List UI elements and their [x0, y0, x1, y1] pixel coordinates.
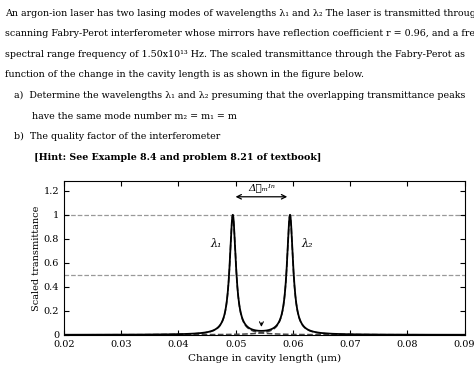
Text: b)  The quality factor of the interferometer: b) The quality factor of the interferome…	[5, 132, 220, 141]
Text: λ₁: λ₁	[210, 239, 221, 249]
Text: [Hint: See Example 8.4 and problem 8.21 of textbook]: [Hint: See Example 8.4 and problem 8.21 …	[5, 153, 321, 162]
Text: λ₂: λ₂	[301, 239, 313, 249]
Text: spectral range frequency of 1.50x10¹³ Hz. The scaled transmittance through the F: spectral range frequency of 1.50x10¹³ Hz…	[5, 50, 465, 59]
Text: Δℓₘᴵⁿ: Δℓₘᴵⁿ	[248, 183, 275, 192]
Y-axis label: Scaled transmittance: Scaled transmittance	[32, 205, 41, 311]
Text: function of the change in the cavity length is as shown in the figure below.: function of the change in the cavity len…	[5, 70, 364, 79]
Text: a)  Determine the wavelengths λ₁ and λ₂ presuming that the overlapping transmitt: a) Determine the wavelengths λ₁ and λ₂ p…	[5, 91, 465, 100]
Text: scanning Fabry-Perot interferometer whose mirrors have reflection coefficient r : scanning Fabry-Perot interferometer whos…	[5, 29, 474, 38]
Text: have the same mode number m₂ = m₁ = m: have the same mode number m₂ = m₁ = m	[5, 112, 237, 120]
Text: An argon-ion laser has two lasing modes of wavelengths λ₁ and λ₂ The laser is tr: An argon-ion laser has two lasing modes …	[5, 8, 474, 18]
X-axis label: Change in cavity length (μm): Change in cavity length (μm)	[188, 354, 341, 363]
